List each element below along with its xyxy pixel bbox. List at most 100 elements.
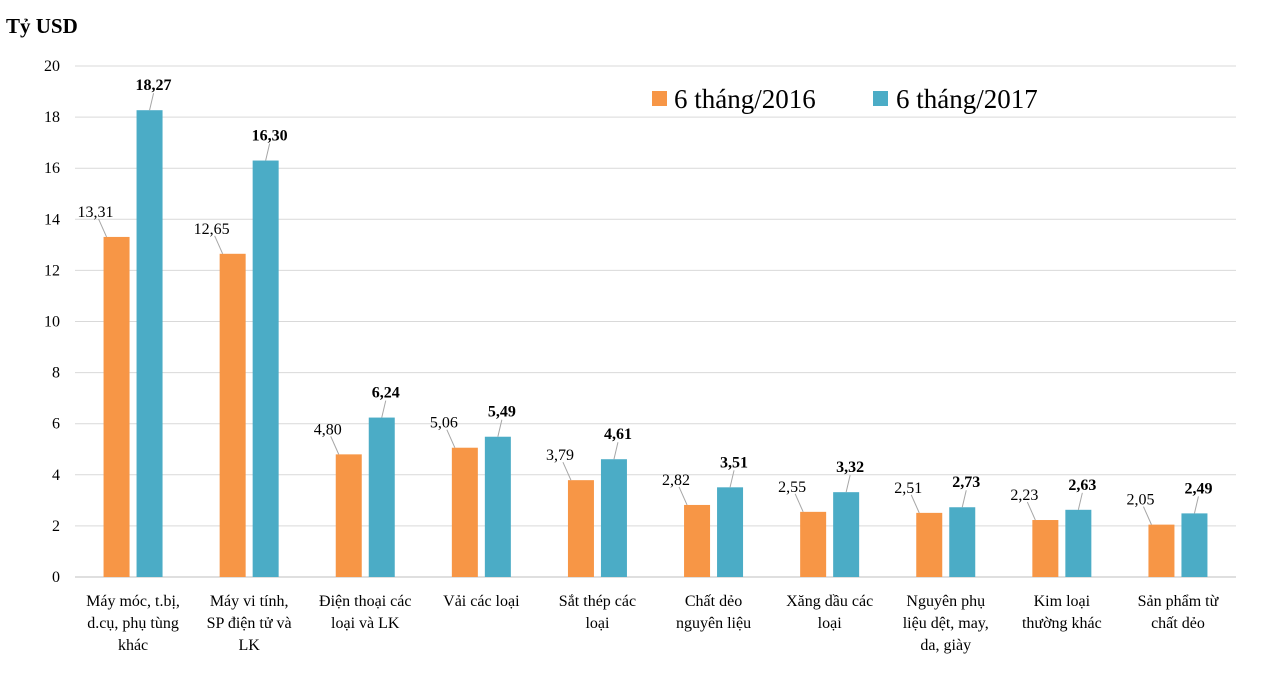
y-tick-label: 4: [52, 467, 60, 484]
x-category-label: Máy móc, t.bị,: [86, 593, 180, 610]
bar-2017: [833, 492, 860, 577]
leader-line: [910, 494, 920, 514]
leader-line: [98, 218, 108, 238]
y-tick-label: 6: [52, 416, 60, 433]
x-category-label: Nguyên phụ: [906, 593, 985, 610]
data-label-2016: 3,79: [546, 447, 574, 464]
legend-label-2017: 6 tháng/2017: [896, 84, 1038, 114]
data-label-2017: 2,73: [952, 474, 980, 491]
data-label-2016: 2,23: [1010, 487, 1038, 504]
x-category-label: Điện thoại các: [319, 593, 411, 610]
x-category-label: loại và LK: [331, 615, 400, 632]
legend-swatch-2017: [873, 91, 888, 106]
leader-lines: [98, 93, 1199, 525]
data-label-2016: 2,55: [778, 479, 806, 496]
y-tick-label: 16: [44, 160, 60, 177]
bar-2017: [1181, 513, 1208, 577]
bar-2016: [103, 236, 130, 577]
legend-swatch-2016: [652, 91, 667, 106]
x-category-label: LK: [238, 637, 260, 654]
y-tick-label: 14: [44, 211, 60, 228]
leader-line: [794, 493, 804, 513]
leader-line: [497, 419, 503, 437]
x-category-label: thường khác: [1022, 615, 1102, 632]
legend-label-2016: 6 tháng/2016: [674, 84, 816, 114]
leader-line: [330, 436, 340, 455]
bar-2016: [916, 512, 943, 577]
bar-2016: [1148, 524, 1175, 577]
bar-2017: [136, 110, 163, 577]
data-label-2017: 2,63: [1068, 477, 1096, 494]
bar-2016: [684, 504, 711, 577]
leader-line: [446, 429, 456, 448]
gridlines: [75, 65, 1236, 578]
data-label-2016: 2,05: [1126, 492, 1154, 509]
x-category-label: d.cụ, phụ tùng: [87, 615, 179, 632]
bar-2016: [567, 480, 594, 577]
data-label-2017: 6,24: [372, 385, 400, 402]
x-category-label: Chất dẻo: [685, 593, 742, 610]
leader-line: [265, 143, 271, 161]
data-label-2017: 3,51: [720, 454, 748, 471]
x-category-label: Kim loại: [1034, 593, 1091, 610]
x-category-label: Xăng dầu các: [786, 593, 873, 610]
bar-2017: [600, 459, 627, 577]
bar-2016: [1032, 520, 1059, 577]
x-category-label: loại: [818, 615, 843, 632]
bars: [103, 110, 1208, 578]
x-category-label: nguyên liệu: [676, 615, 751, 632]
data-label-2016: 2,82: [662, 472, 690, 489]
x-category-label: liệu dệt, may,: [903, 615, 989, 632]
bar-2016: [800, 511, 827, 577]
leader-line: [149, 93, 155, 111]
bar-2017: [949, 507, 976, 577]
y-tick-label: 8: [52, 365, 60, 382]
bar-2017: [1065, 509, 1092, 577]
x-category-label: da, giày: [920, 637, 971, 654]
x-category-label: Máy vi tính,: [210, 593, 289, 610]
leader-line: [381, 400, 387, 418]
y-tick-label: 2: [52, 518, 60, 535]
x-axis-labels: Máy móc, t.bị, d.cụ, phụ tùng khác Máy vi t…: [86, 593, 1219, 654]
x-category-label: chất dẻo: [1151, 615, 1205, 632]
y-tick-label: 0: [52, 569, 60, 586]
x-category-label: Sắt thép các: [559, 593, 636, 610]
y-tick-label: 10: [44, 314, 60, 331]
leader-line: [214, 235, 224, 254]
data-label-2016: 2,51: [894, 480, 922, 497]
leader-line: [562, 461, 572, 481]
bar-2017: [252, 160, 279, 577]
leader-line: [961, 490, 967, 508]
bar-2016: [219, 253, 246, 578]
leader-line: [1077, 492, 1083, 510]
y-axis-unit-label: Tỷ USD: [6, 14, 78, 38]
x-category-label: khác: [118, 637, 148, 654]
leader-line: [1142, 506, 1152, 525]
data-label-2017: 5,49: [488, 404, 516, 421]
data-label-2016: 12,65: [194, 221, 230, 238]
bar-2017: [368, 417, 395, 577]
x-category-label: loại: [585, 615, 610, 632]
x-category-label: Vải các loại: [443, 593, 520, 610]
data-label-2016: 13,31: [78, 204, 114, 221]
data-label-2017: 16,30: [252, 128, 288, 145]
legend: 6 tháng/2016 6 tháng/2017: [652, 84, 1038, 114]
x-category-label: Sản phẩm từ: [1138, 593, 1220, 610]
bar-2017: [717, 487, 744, 577]
data-label-2017: 4,61: [604, 426, 632, 443]
data-label-2016: 4,80: [314, 421, 342, 438]
y-tick-label: 20: [44, 58, 60, 75]
leader-line: [845, 475, 851, 493]
leader-line: [729, 470, 735, 488]
data-label-2017: 18,27: [136, 77, 172, 94]
y-tick-label: 18: [44, 109, 60, 126]
y-tick-label: 12: [44, 262, 60, 279]
bar-2016: [335, 454, 362, 577]
leader-line: [678, 486, 688, 506]
leader-line: [1193, 496, 1199, 514]
x-category-label: SP điện tử và: [207, 615, 292, 632]
data-label-2017: 2,49: [1184, 480, 1212, 497]
data-label-2017: 3,32: [836, 459, 864, 476]
bar-2016: [451, 447, 478, 577]
